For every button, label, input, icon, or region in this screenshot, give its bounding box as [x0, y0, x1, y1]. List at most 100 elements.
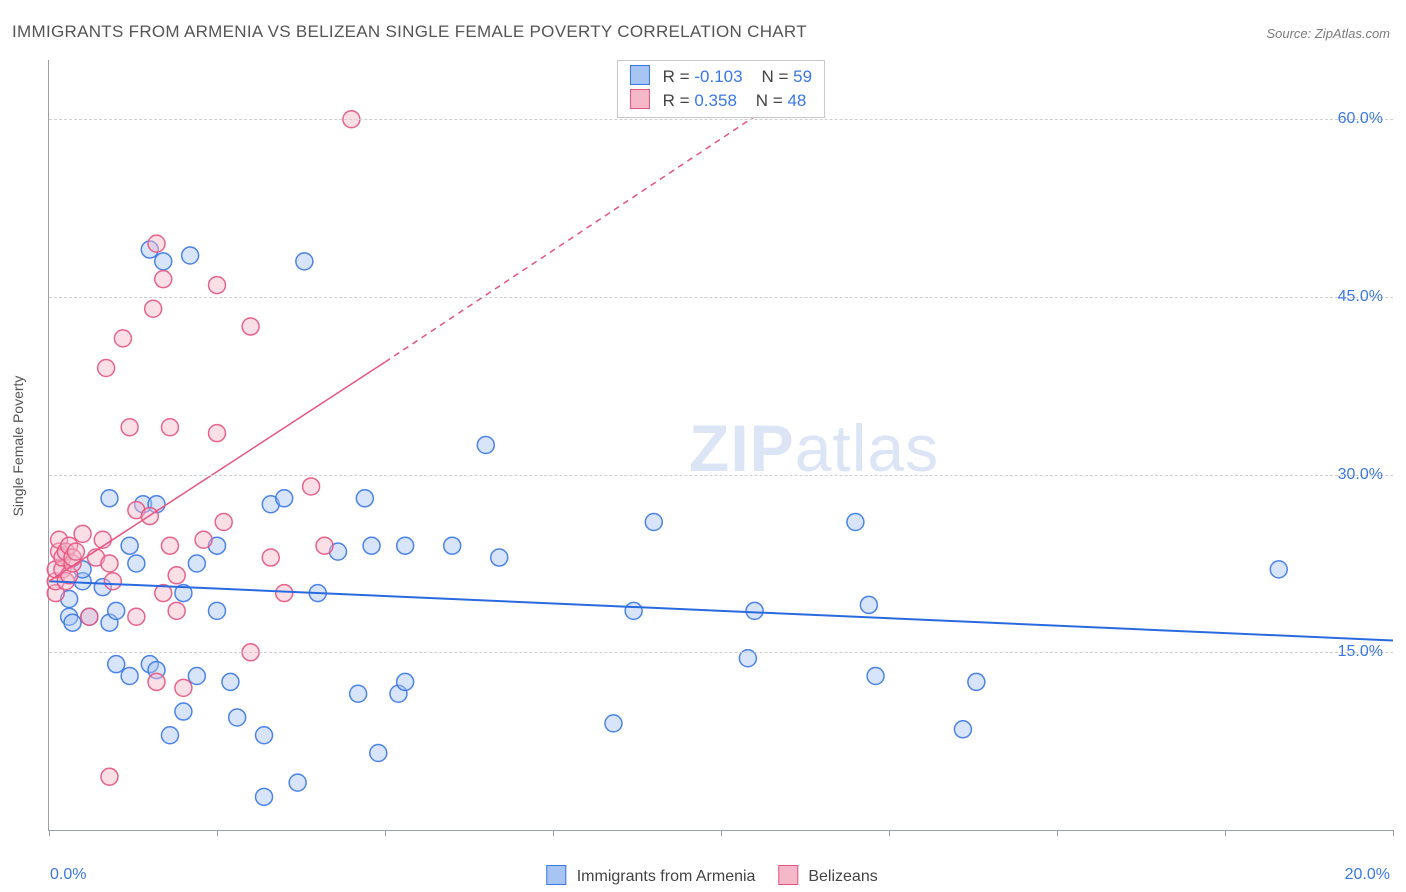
data-point: [954, 721, 971, 738]
x-tick: [889, 830, 890, 836]
data-point: [746, 602, 763, 619]
trendline-a: [49, 581, 1393, 640]
data-point: [81, 608, 98, 625]
data-point: [215, 514, 232, 531]
data-point: [256, 727, 273, 744]
source-label: Source: ZipAtlas.com: [1266, 26, 1390, 41]
chart-container: IMMIGRANTS FROM ARMENIA VS BELIZEAN SING…: [0, 0, 1406, 892]
data-point: [356, 490, 373, 507]
data-point: [209, 602, 226, 619]
data-point: [256, 788, 273, 805]
data-point: [605, 715, 622, 732]
data-point: [148, 235, 165, 252]
data-point: [350, 685, 367, 702]
data-point: [363, 537, 380, 554]
data-point: [168, 602, 185, 619]
legend-label-a: Immigrants from Armenia: [577, 868, 756, 885]
data-point: [108, 602, 125, 619]
data-point: [128, 555, 145, 572]
data-point: [222, 673, 239, 690]
data-point: [397, 673, 414, 690]
data-point: [161, 419, 178, 436]
data-point: [104, 573, 121, 590]
data-point: [74, 525, 91, 542]
legend-swatch-a-icon: [546, 865, 566, 885]
data-point: [209, 425, 226, 442]
data-point: [296, 253, 313, 270]
gridline: [49, 119, 1393, 120]
data-point: [491, 549, 508, 566]
data-point: [128, 608, 145, 625]
y-tick-label: 60.0%: [1338, 110, 1383, 128]
data-point: [161, 727, 178, 744]
stats-row-1: R = 0.358 N = 48: [630, 89, 812, 113]
y-tick-label: 45.0%: [1338, 288, 1383, 306]
x-tick: [217, 830, 218, 836]
y-tick-label: 15.0%: [1338, 643, 1383, 661]
data-point: [1270, 561, 1287, 578]
data-point: [108, 656, 125, 673]
x-axis-min-label: 0.0%: [50, 866, 86, 884]
data-point: [477, 437, 494, 454]
data-point: [155, 253, 172, 270]
gridline: [49, 652, 1393, 653]
data-point: [175, 703, 192, 720]
data-point: [262, 549, 279, 566]
data-point: [867, 668, 884, 685]
data-point: [188, 555, 205, 572]
x-tick: [553, 830, 554, 836]
data-point: [370, 745, 387, 762]
bottom-legend: Immigrants from Armenia Belizeans: [528, 865, 877, 886]
data-point: [303, 478, 320, 495]
data-point: [276, 585, 293, 602]
data-point: [121, 668, 138, 685]
data-point: [148, 673, 165, 690]
x-tick: [1393, 830, 1394, 836]
x-tick: [1225, 830, 1226, 836]
y-tick-label: 30.0%: [1338, 466, 1383, 484]
x-tick: [49, 830, 50, 836]
swatch-a-icon: [630, 65, 650, 85]
data-point: [847, 514, 864, 531]
data-point: [145, 300, 162, 317]
data-point: [188, 668, 205, 685]
data-point: [175, 679, 192, 696]
data-point: [242, 318, 259, 335]
data-point: [229, 709, 246, 726]
data-point: [182, 247, 199, 264]
data-point: [289, 774, 306, 791]
data-point: [209, 277, 226, 294]
stats-row-0: R = -0.103 N = 59: [630, 65, 812, 89]
data-point: [64, 614, 81, 631]
data-point: [625, 602, 642, 619]
data-point: [101, 555, 118, 572]
data-point: [121, 419, 138, 436]
data-point: [316, 537, 333, 554]
gridline: [49, 475, 1393, 476]
data-point: [968, 673, 985, 690]
data-point: [645, 514, 662, 531]
data-point: [397, 537, 414, 554]
stats-legend: R = -0.103 N = 59 R = 0.358 N = 48: [617, 60, 825, 118]
plot-area: ZIPatlas R = -0.103 N = 59 R = 0.358 N =…: [48, 60, 1393, 831]
legend-label-b: Belizeans: [808, 868, 877, 885]
scatter-svg: [49, 60, 1393, 830]
data-point: [195, 531, 212, 548]
data-point: [101, 490, 118, 507]
legend-swatch-b-icon: [778, 865, 798, 885]
data-point: [98, 360, 115, 377]
data-point: [67, 543, 84, 560]
data-point: [444, 537, 461, 554]
gridline: [49, 297, 1393, 298]
x-tick: [385, 830, 386, 836]
y-axis-label: Single Female Poverty: [10, 376, 26, 517]
swatch-b-icon: [630, 89, 650, 109]
data-point: [161, 537, 178, 554]
data-point: [114, 330, 131, 347]
data-point: [276, 490, 293, 507]
data-point: [860, 596, 877, 613]
chart-title: IMMIGRANTS FROM ARMENIA VS BELIZEAN SING…: [12, 22, 807, 42]
data-point: [155, 271, 172, 288]
data-point: [101, 768, 118, 785]
data-point: [121, 537, 138, 554]
